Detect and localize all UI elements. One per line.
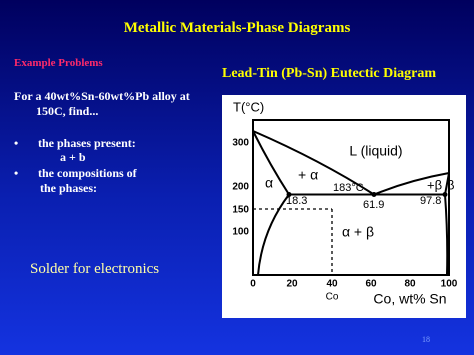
- point: [371, 192, 377, 197]
- y-tick-label: 300: [232, 138, 249, 149]
- bullet-text: a + b: [60, 150, 86, 164]
- x-tick-label: 0: [250, 279, 256, 290]
- y-tick-label: 200: [232, 182, 249, 193]
- diagram-title: Lead-Tin (Pb-Sn) Eutectic Diagram: [222, 66, 437, 81]
- region-label: +β: [427, 177, 442, 192]
- point-label: 18.3: [286, 195, 307, 207]
- problem-line: For a 40wt%Sn-60wt%Pb alloy at: [14, 89, 190, 103]
- page-number: 18: [422, 335, 430, 344]
- region-label: L (liquid): [349, 143, 402, 159]
- point-label: 97.8: [420, 195, 441, 207]
- y-label: T(°C): [233, 99, 264, 114]
- x-tick-label: 100: [441, 279, 458, 290]
- x-tick-label: 60: [365, 279, 377, 290]
- point: [286, 192, 292, 197]
- bullet-text: the phases:: [40, 181, 98, 195]
- liquidus: [252, 130, 450, 196]
- x-marker: Co: [326, 292, 339, 303]
- bullet-text: the phases present:: [38, 136, 136, 150]
- bullet-marker: •: [14, 136, 19, 150]
- slide-title: Metallic Materials-Phase Diagrams: [123, 20, 351, 36]
- y-tick-label: 100: [232, 227, 249, 238]
- point-label: 61.9: [363, 199, 384, 211]
- subtitle: Example Problems: [14, 57, 103, 69]
- note: Solder for electronics: [30, 261, 160, 277]
- problem-line: 150C, find...: [36, 104, 99, 118]
- y-tick-label: 150: [232, 205, 249, 216]
- x-tick-label: 20: [286, 279, 298, 290]
- region-label: α: [265, 175, 273, 191]
- bullet-marker: •: [14, 166, 19, 180]
- point: [442, 192, 448, 197]
- diagram-panel: [222, 95, 466, 318]
- x-label: Co, wt% Sn: [373, 291, 446, 307]
- region-label: + α: [298, 167, 318, 183]
- solidus: [252, 130, 290, 196]
- bullet-text: the compositions of: [38, 166, 137, 180]
- guide-lines: [253, 208, 333, 275]
- solvus: [257, 193, 290, 276]
- plot-frame: [252, 119, 450, 276]
- region-label: β: [447, 177, 454, 192]
- point-label: 183°C: [333, 182, 364, 194]
- x-tick-label: 80: [404, 279, 416, 290]
- region-label: α + β: [342, 224, 374, 240]
- x-tick-label: 40: [326, 279, 338, 290]
- x-ticks: 0 20 40 60 80 100: [250, 279, 458, 290]
